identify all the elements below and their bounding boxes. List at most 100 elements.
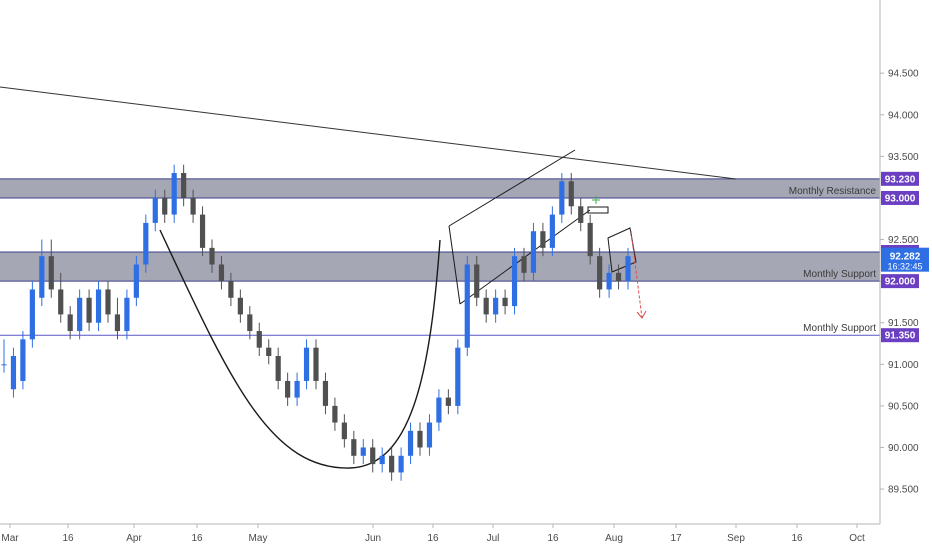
candle-body [199, 214, 206, 248]
candle-body [474, 264, 480, 298]
candle-body [549, 214, 555, 248]
candle-body [77, 297, 83, 332]
candle-body [95, 289, 102, 323]
candle-body [303, 347, 310, 381]
candle-body [530, 231, 537, 273]
price-badge-label: 93.000 [885, 193, 916, 204]
price-tick-label: 94.000 [888, 110, 919, 121]
candle-body [294, 380, 300, 398]
projection-arrowhead [636, 310, 647, 319]
price-tick-label: 90.500 [888, 401, 919, 412]
candle-body [58, 289, 64, 315]
candle-body [20, 339, 26, 381]
price-tick-label: 92.500 [888, 235, 919, 246]
price-badge [881, 190, 919, 205]
time-tick-label: 16 [547, 533, 559, 544]
descending-trendline [0, 86, 737, 180]
candle-body [275, 355, 281, 381]
price-badge-label: 92.000 [885, 277, 916, 288]
candle-body [389, 455, 395, 473]
candle-body [360, 447, 366, 456]
candle-body [171, 173, 177, 215]
breakout-box [587, 206, 609, 214]
time-tick-label: 16 [427, 533, 439, 544]
candle-body [464, 264, 470, 348]
candle-body [493, 297, 499, 315]
candle-body [29, 289, 35, 340]
time-tick-label: Jun [365, 533, 381, 544]
price-tick-label: 89.500 [888, 485, 919, 496]
candle-body [370, 447, 376, 465]
candle-body [398, 455, 404, 473]
zones: Monthly Resistance Monthly Support Monthly… [0, 178, 880, 336]
time-axis[interactable]: Mar 16 Apr 16 May Jun 16 Jul 16 Aug 17 Sep 16 Oct [1, 524, 865, 544]
candle-body [540, 231, 546, 248]
time-tick-label: May [249, 533, 268, 544]
candle-body [10, 355, 17, 390]
candle-body [209, 247, 215, 265]
candle-body [181, 173, 187, 198]
zone-band [0, 178, 880, 198]
candles [1, 164, 631, 481]
time-tick-label: Oct [849, 533, 865, 544]
zone-label: Monthly Support [803, 269, 876, 280]
candle-body [218, 264, 225, 282]
candle-body [379, 455, 385, 465]
candle-body [285, 380, 291, 398]
candle-body [417, 430, 423, 448]
candle-body [625, 256, 631, 282]
time-tick-label: Sep [727, 533, 745, 544]
candle-body [190, 197, 196, 215]
candle-body [133, 264, 139, 298]
candle-body [105, 289, 111, 315]
candle-body [511, 256, 518, 307]
price-tick-label: 90.000 [888, 443, 919, 454]
candle-body [237, 297, 243, 315]
countdown-label: 16:32:45 [887, 262, 922, 272]
candle-body [407, 430, 414, 456]
candle-body [1, 364, 7, 366]
candle-body [313, 347, 319, 381]
time-tick-label: Aug [605, 533, 623, 544]
time-tick-label: 16 [791, 533, 803, 544]
candle-body [67, 314, 73, 332]
time-tick-label: 17 [670, 533, 682, 544]
price-badges: 93.23093.00092.35092.00091.35092.28216:3… [881, 171, 929, 343]
channel-left-edge [448, 225, 461, 305]
price-badge-label: 93.230 [885, 174, 916, 185]
candle-body [256, 331, 262, 348]
bear-flag [607, 227, 637, 273]
time-tick-label: Jul [487, 533, 500, 544]
current-price-label: 92.282 [890, 252, 921, 263]
candle-body [559, 181, 565, 215]
candle-body [521, 256, 527, 273]
candle-body [114, 314, 121, 332]
price-badge [881, 171, 919, 186]
candle-body [162, 197, 168, 215]
candle-body [445, 397, 451, 406]
candle-body [587, 222, 593, 257]
price-badge [881, 274, 919, 289]
drawings [0, 86, 737, 469]
candle-body [597, 256, 603, 290]
candle-body [606, 272, 612, 290]
candle-body [568, 181, 574, 207]
green-marker-icon [592, 196, 600, 204]
support-line-label: Monthly Support [803, 323, 876, 334]
time-tick-label: 16 [191, 533, 203, 544]
candle-body [322, 380, 329, 406]
price-tick-label: 91.000 [888, 360, 919, 371]
candle-body [615, 272, 622, 282]
time-tick-label: Mar [1, 533, 19, 544]
candle-body [39, 256, 45, 298]
candle-body [228, 281, 234, 298]
candle-body [247, 314, 253, 332]
candle-body [143, 222, 149, 265]
candle-body [578, 206, 584, 223]
candle-body [124, 297, 130, 332]
candle-body [483, 297, 489, 315]
candle-body [152, 197, 158, 223]
price-badge [881, 328, 919, 343]
time-tick-label: 16 [62, 533, 74, 544]
